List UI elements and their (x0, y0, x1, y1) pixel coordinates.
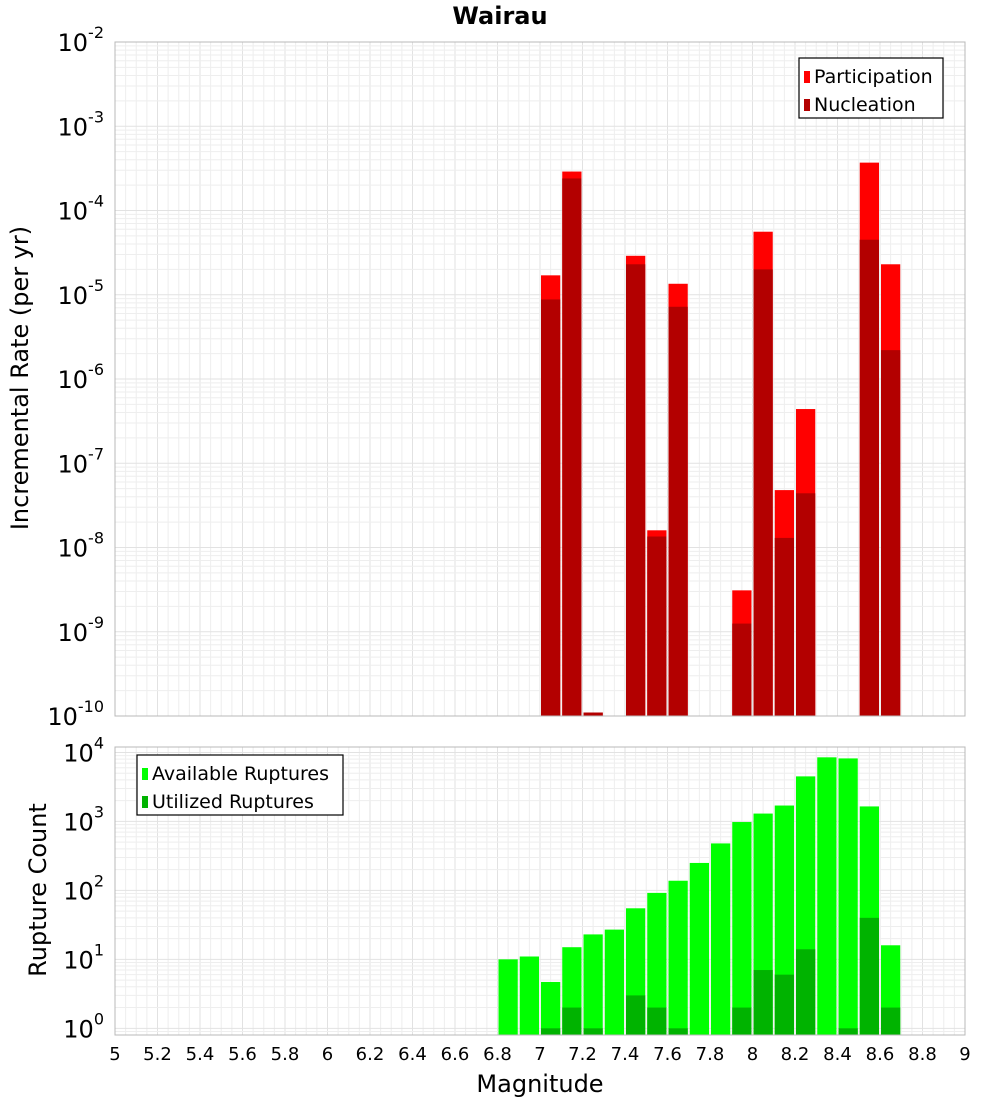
x-tick-label: 5.8 (271, 1044, 300, 1065)
legend-label: Utilized Ruptures (152, 791, 314, 813)
bar-available-ruptures (583, 934, 603, 1035)
y-tick-label: 100 (63, 1009, 104, 1043)
x-tick-label: 9 (959, 1044, 970, 1065)
legend-swatch (142, 768, 148, 780)
x-tick-label: 6.6 (441, 1044, 470, 1065)
bottom-y-axis-label: Rupture Count (24, 803, 52, 977)
y-tick-label: 103 (63, 802, 104, 836)
plot-frame (114, 41, 966, 717)
bar-available-ruptures (668, 880, 688, 1035)
bar-nucleation (796, 493, 816, 716)
bar-utilized-ruptures (732, 1007, 752, 1035)
bar-nucleation (541, 299, 561, 716)
legend-label: Nucleation (814, 94, 916, 116)
x-tick-label: 5.6 (228, 1044, 257, 1065)
bar-nucleation (732, 623, 752, 716)
legend-swatch (804, 71, 810, 83)
x-tick-label: 5.2 (143, 1044, 172, 1065)
bar-available-ruptures (689, 862, 709, 1035)
x-tick-label: 6.2 (356, 1044, 385, 1065)
legend-frame (136, 754, 344, 816)
x-tick-label: 5 (109, 1044, 120, 1065)
x-tick-label: 8.6 (866, 1044, 895, 1065)
legend: Participation Nucleation (798, 57, 944, 119)
bar-available-ruptures (732, 822, 752, 1035)
bar-utilized-ruptures (796, 949, 816, 1035)
y-tick-label: 10-4 (58, 192, 105, 226)
bar-utilized-ruptures (881, 1007, 901, 1035)
x-tick-label: 7.4 (611, 1044, 640, 1065)
x-tick-label: 6 (322, 1044, 333, 1065)
bar-available-ruptures (541, 981, 561, 1035)
bar-nucleation (647, 536, 667, 716)
y-tick-label: 10-10 (47, 697, 104, 731)
x-tick-label: 8.2 (781, 1044, 810, 1065)
bar-available-ruptures (604, 929, 624, 1035)
bar-utilized-ruptures (838, 1028, 858, 1035)
bar-utilized-ruptures (562, 1007, 582, 1035)
bar-nucleation (583, 712, 603, 716)
bar-nucleation (774, 537, 794, 716)
x-tick-label: 8.8 (908, 1044, 937, 1065)
bar-available-ruptures (838, 758, 858, 1035)
y-tick-label: 10-8 (58, 529, 105, 563)
x-axis-label: Magnitude (476, 1070, 603, 1098)
x-tick-label: 6.4 (398, 1044, 427, 1065)
x-tick-label: 7.8 (696, 1044, 725, 1065)
bar-nucleation (881, 350, 901, 716)
x-tick-label: 7.2 (568, 1044, 597, 1065)
bar-nucleation (562, 178, 582, 716)
x-tick-label: 7 (534, 1044, 545, 1065)
bar-available-ruptures (519, 956, 539, 1035)
bar-nucleation (668, 306, 688, 716)
legend-swatch (142, 796, 148, 808)
bar-utilized-ruptures (626, 995, 646, 1035)
bar-nucleation (859, 239, 879, 716)
bar-utilized-ruptures (647, 1007, 667, 1035)
bar-available-ruptures (817, 757, 837, 1035)
bar-utilized-ruptures (774, 974, 794, 1035)
x-tick-label: 6.8 (483, 1044, 512, 1065)
y-tick-label: 10-9 (58, 613, 105, 647)
bar-available-ruptures (498, 959, 518, 1035)
count-panel: 104 103 102 101 100 Available Ruptures Utilize… (63, 733, 970, 1065)
bar-utilized-ruptures (668, 1028, 688, 1035)
bar-available-ruptures (711, 843, 731, 1035)
legend: Available Ruptures Utilized Ruptures (136, 754, 344, 816)
y-tick-label: 101 (63, 940, 104, 974)
bar-nucleation (753, 269, 773, 716)
bar-utilized-ruptures (753, 970, 773, 1035)
chart-title: Wairau (452, 2, 547, 30)
top-y-axis-label: Incremental Rate (per yr) (6, 226, 34, 530)
legend-label: Available Ruptures (152, 763, 329, 785)
y-tick-label: 10-6 (58, 360, 105, 394)
x-tick-label: 8.4 (823, 1044, 852, 1065)
bar-utilized-ruptures (859, 917, 879, 1035)
y-tick-label: 10-5 (58, 276, 105, 310)
y-tick-label: 104 (63, 733, 104, 767)
x-tick-label: 5.4 (186, 1044, 215, 1065)
bar-utilized-ruptures (541, 1028, 561, 1035)
bar-utilized-ruptures (583, 1028, 603, 1035)
legend-label: Participation (814, 66, 933, 88)
bar-nucleation (626, 264, 646, 716)
y-tick-label: 10-7 (58, 444, 105, 478)
x-tick-label: 8 (747, 1044, 758, 1065)
legend-swatch (804, 99, 810, 111)
plot-frame (114, 746, 966, 1036)
y-tick-label: 10-3 (58, 107, 105, 141)
y-tick-label: 10-2 (58, 23, 105, 57)
legend-frame (798, 57, 944, 119)
rate-panel: 10-2 10-3 10-4 10-5 10-6 10-7 10-8 10-9 10-10 Par… (47, 23, 966, 731)
bar-available-ruptures (647, 892, 667, 1035)
y-tick-label: 102 (63, 871, 104, 905)
x-tick-label: 7.6 (653, 1044, 682, 1065)
